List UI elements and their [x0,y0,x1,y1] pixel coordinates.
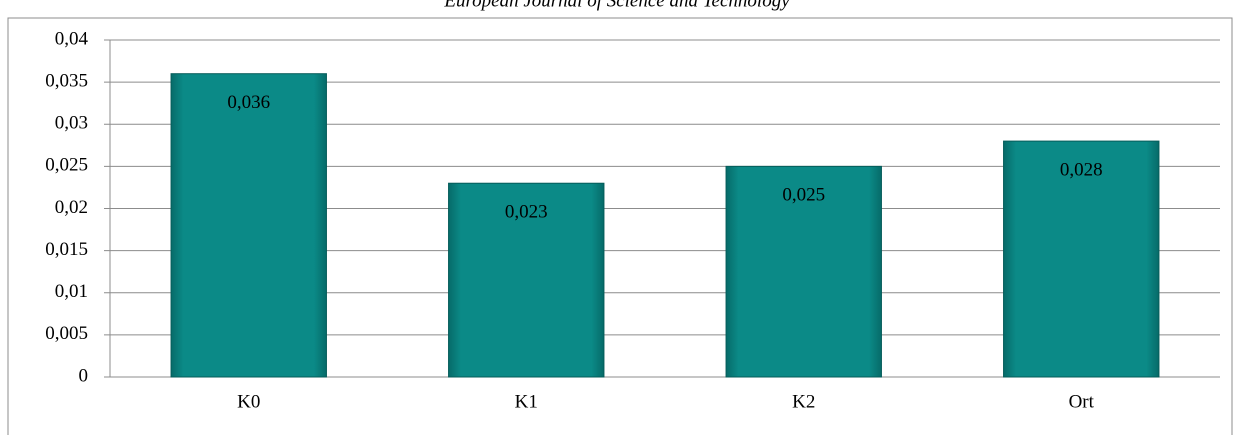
data-label: 0,025 [782,185,825,206]
y-tick-label: 0 [79,365,89,386]
y-tick-label: 0,02 [55,197,88,218]
y-tick-label: 0,035 [45,70,88,91]
y-tick-label: 0,015 [45,239,88,260]
y-tick-label: 0,03 [55,113,88,134]
bar [1003,140,1160,378]
data-label: 0,023 [505,202,548,223]
y-tick-label: 0,04 [55,28,89,49]
x-tick-label: K2 [792,391,815,412]
bar [725,165,882,378]
x-tick-label: Ort [1069,391,1095,412]
y-tick-label: 0,005 [45,323,88,344]
bar [170,73,327,378]
data-label: 0,028 [1060,159,1103,180]
x-tick-label: K0 [237,391,260,412]
bar [448,182,605,378]
y-tick-label: 0,025 [45,155,88,176]
chart-border [7,17,1233,435]
x-tick-label: K1 [515,391,538,412]
y-tick-label: 0,01 [55,281,88,302]
data-label: 0,036 [227,92,270,113]
header-title: European Journal of Science and Technolo… [443,0,790,11]
